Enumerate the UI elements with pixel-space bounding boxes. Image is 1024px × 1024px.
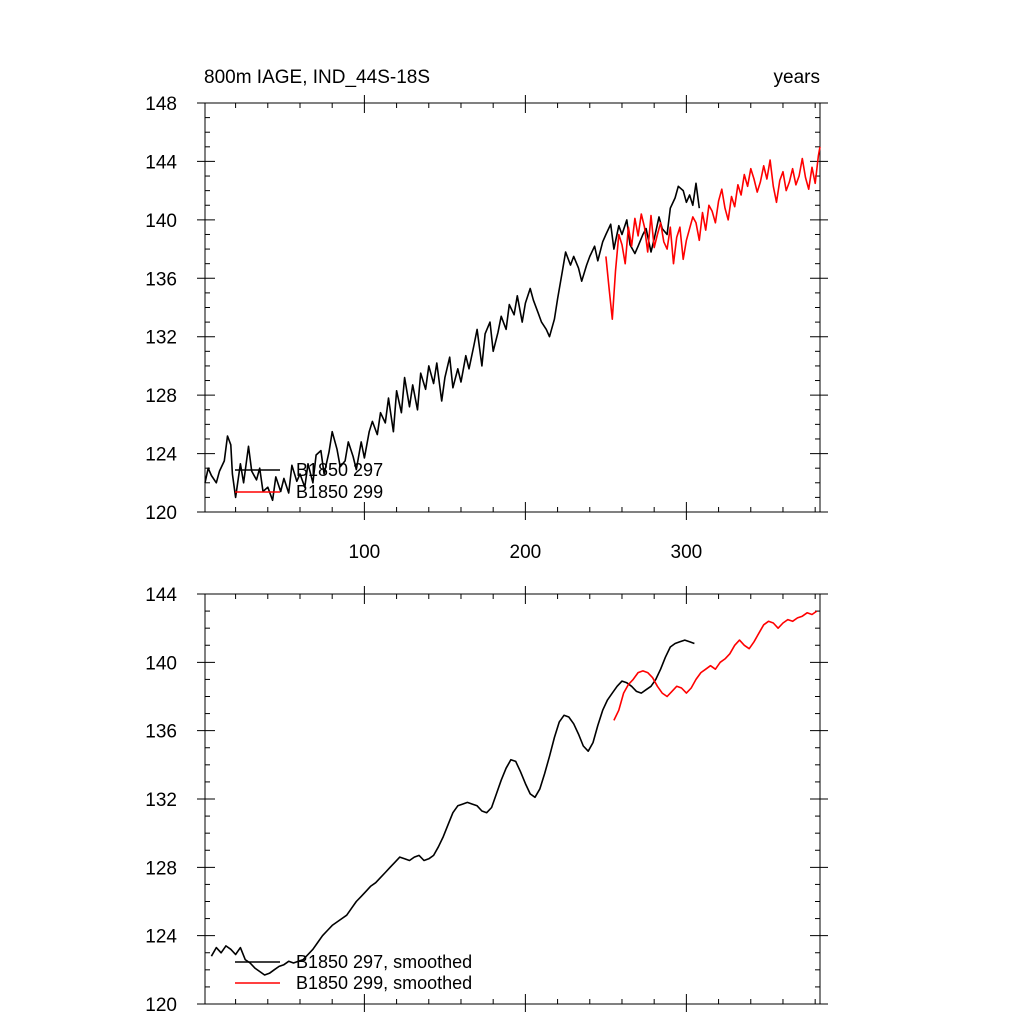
series-group-top [204,146,821,502]
chart-title: 800m IAGE, IND_44S-18S [204,67,430,88]
axis-ticks-top [197,95,828,520]
y-tick-label: 120 [145,995,177,1016]
x-tick-labels-top: 100 200 300 [349,542,703,563]
x-tick-label: 300 [671,542,703,563]
y-tick-label: 120 [145,503,177,524]
series-group-bottom [210,610,818,976]
y-tick-label: 132 [145,790,177,811]
series-line-2 [613,610,818,721]
y-tick-label: 128 [145,858,177,879]
legend-label: B1850 299 [296,482,383,502]
legend-label: B1850 299, smoothed [296,973,472,993]
x-tick-label: 200 [510,542,542,563]
y-tick-label: 144 [145,152,177,173]
units-label: years [774,67,820,88]
y-tick-label: 124 [145,927,177,948]
series-line-2 [605,146,821,321]
y-tick-label: 124 [145,445,177,466]
legend-label: B1850 297 [296,460,383,480]
y-tick-labels-top: 120 124 128 132 136 140 144 148 [145,94,177,524]
y-tick-labels-bottom: 120 124 128 132 136 140 144 [145,585,177,1016]
panel-smoothed: 120 124 128 132 136 140 144 B1850 297, smoothe… [145,585,828,1016]
axis-ticks-bottom [197,586,828,1012]
y-tick-label: 136 [145,269,177,290]
y-tick-label: 128 [145,386,177,407]
panel-raw: 800m IAGE, IND_44S-18S years 120 124 128 13… [145,67,828,563]
y-tick-label: 148 [145,94,177,115]
x-tick-label: 100 [349,542,381,563]
y-tick-label: 144 [145,585,177,606]
y-tick-label: 132 [145,328,177,349]
series-line-1 [210,639,695,976]
plot-frame-top [204,102,821,513]
y-tick-label: 140 [145,211,177,232]
series-line-1 [204,182,701,502]
y-tick-label: 140 [145,653,177,674]
y-tick-label: 136 [145,722,177,743]
legend-label: B1850 297, smoothed [296,952,472,972]
